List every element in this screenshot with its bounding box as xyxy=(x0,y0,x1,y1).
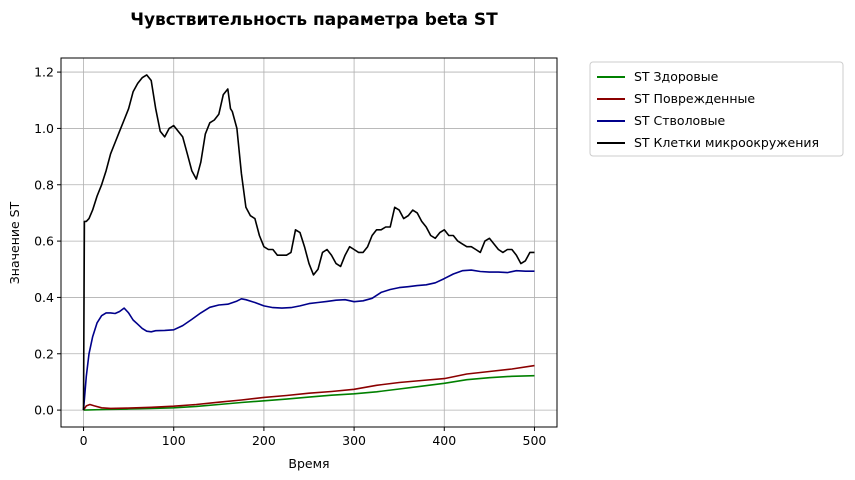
x-axis-label: Время xyxy=(288,456,329,471)
legend-frame xyxy=(589,61,844,157)
legend-label-damaged: ST Поврежденные xyxy=(634,91,755,106)
grid-lines xyxy=(61,58,557,427)
y-tick-label: 0.6 xyxy=(34,234,54,249)
legend-label-microenv: ST Клетки микроокружения xyxy=(634,135,819,150)
x-tick-label: 500 xyxy=(523,433,547,448)
x-tick-label: 400 xyxy=(432,433,456,448)
series-line-healthy xyxy=(83,374,535,411)
y-tick-label: 0.8 xyxy=(34,177,54,192)
y-tick-label: 0.4 xyxy=(34,290,54,305)
series-line-stem xyxy=(82,269,535,411)
series-line-microenv xyxy=(82,74,535,411)
y-tick-label: 0.2 xyxy=(34,346,54,361)
legend: ST Здоровые ST Поврежденные ST Стволовые… xyxy=(589,61,844,157)
legend-label-healthy: ST Здоровые xyxy=(634,69,719,84)
x-tick-label: 0 xyxy=(80,433,88,448)
series-line-damaged xyxy=(82,364,535,411)
x-tick-label: 200 xyxy=(252,433,276,448)
y-tick-label: 1.0 xyxy=(34,121,54,136)
chart-title: Чувствительность параметра beta ST xyxy=(130,10,498,30)
y-axis: 0.0 0.2 0.4 0.6 0.8 1.0 1.2 xyxy=(34,65,61,418)
x-tick-label: 100 xyxy=(162,433,186,448)
y-tick-label: 1.2 xyxy=(34,65,54,80)
legend-label-stem: ST Стволовые xyxy=(634,113,725,128)
x-axis: 0 100 200 300 400 500 xyxy=(80,427,547,448)
y-axis-label: Значение ST xyxy=(7,201,22,284)
y-tick-label: 0.0 xyxy=(34,403,54,418)
x-tick-label: 300 xyxy=(342,433,366,448)
plot-frame xyxy=(60,57,558,428)
series-layer xyxy=(82,74,535,411)
